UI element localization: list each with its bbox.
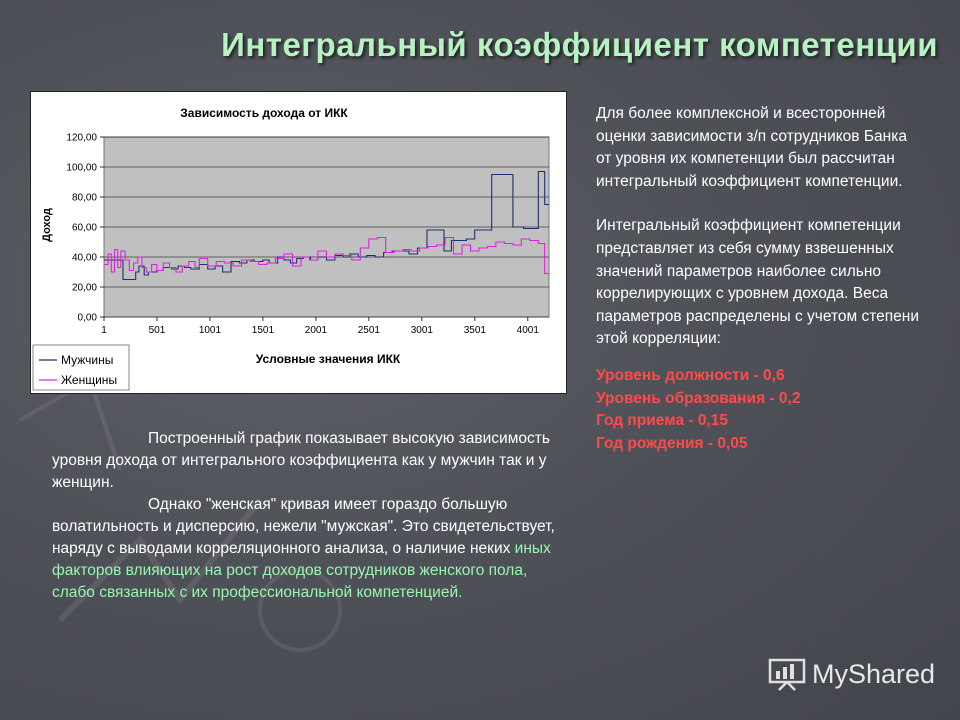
- weights-list: Уровень должности - 0,6 Уровень образова…: [596, 365, 926, 455]
- income-chart: 0,00 20,00 40,00 60,00 80,00 100,00 120,00 1 501…: [30, 91, 567, 394]
- series-lines: [104, 170, 549, 281]
- y-axis-label: Доход: [41, 208, 53, 242]
- x-tick-label: 2001: [305, 325, 328, 336]
- y-tick-label: 60,00: [72, 223, 97, 234]
- x-axis-label: Условные значения ИКК: [256, 352, 401, 366]
- y-tick-label: 20,00: [72, 283, 97, 294]
- x-tick-label: 1: [101, 325, 107, 336]
- bottom-paragraph-2: Однако "женская" кривая имеет гораздо бо…: [52, 494, 562, 604]
- x-tick-label: 501: [149, 325, 166, 336]
- y-tick-label: 100,00: [66, 163, 97, 174]
- presentation-icon: [768, 658, 806, 691]
- legend-women-label: Женщины: [61, 373, 117, 387]
- series-line-men: [104, 170, 549, 281]
- x-tick-label: 1501: [252, 325, 275, 336]
- weight-birth-year: Год рождения - 0,05: [596, 434, 748, 452]
- slide-title: Интегральный коэффициент компетенции: [221, 26, 938, 63]
- y-tick-label: 40,00: [72, 253, 97, 264]
- weight-position: Уровень должности - 0,6: [596, 366, 785, 384]
- x-tick-label: 4001: [517, 325, 540, 336]
- weight-education: Уровень образования - 0,2: [596, 389, 801, 407]
- x-tick-label: 1001: [199, 325, 222, 336]
- brand-name: MyShared: [812, 658, 936, 689]
- series-line-women: [104, 236, 549, 275]
- chart-legend: Мужчины Женщины: [32, 344, 130, 391]
- weight-hire-year: Год приема - 0,15: [596, 412, 729, 430]
- right-paragraph-2: Интегральный коэффициент компетенции пре…: [596, 217, 920, 348]
- right-paragraph-1: Для более комплексной и всесторонней оце…: [596, 105, 907, 190]
- chart-title: Зависимость дохода от ИКК: [180, 106, 348, 120]
- bottom-text-block: Построенный график показывает высокую за…: [52, 428, 562, 604]
- right-text-block: Для более комплексной и всесторонней оце…: [596, 103, 926, 455]
- x-tick-label: 2501: [358, 325, 381, 336]
- bottom-paragraph-2-accent: иных факторов влияющих на рост доходов с…: [52, 540, 551, 601]
- legend-men-label: Мужчины: [61, 353, 113, 367]
- bottom-paragraph-2-lead: Однако "женская" кривая имеет гораздо бо…: [52, 496, 555, 557]
- y-tick-label: 80,00: [72, 193, 97, 204]
- y-tick-label: 120,00: [66, 133, 97, 144]
- bottom-paragraph-1: Построенный график показывает высокую за…: [52, 430, 550, 491]
- x-tick-label: 3501: [464, 325, 487, 336]
- y-tick-label: 0,00: [78, 313, 98, 324]
- x-tick-label: 3001: [411, 325, 434, 336]
- brand-watermark: MyShared: [768, 656, 935, 692]
